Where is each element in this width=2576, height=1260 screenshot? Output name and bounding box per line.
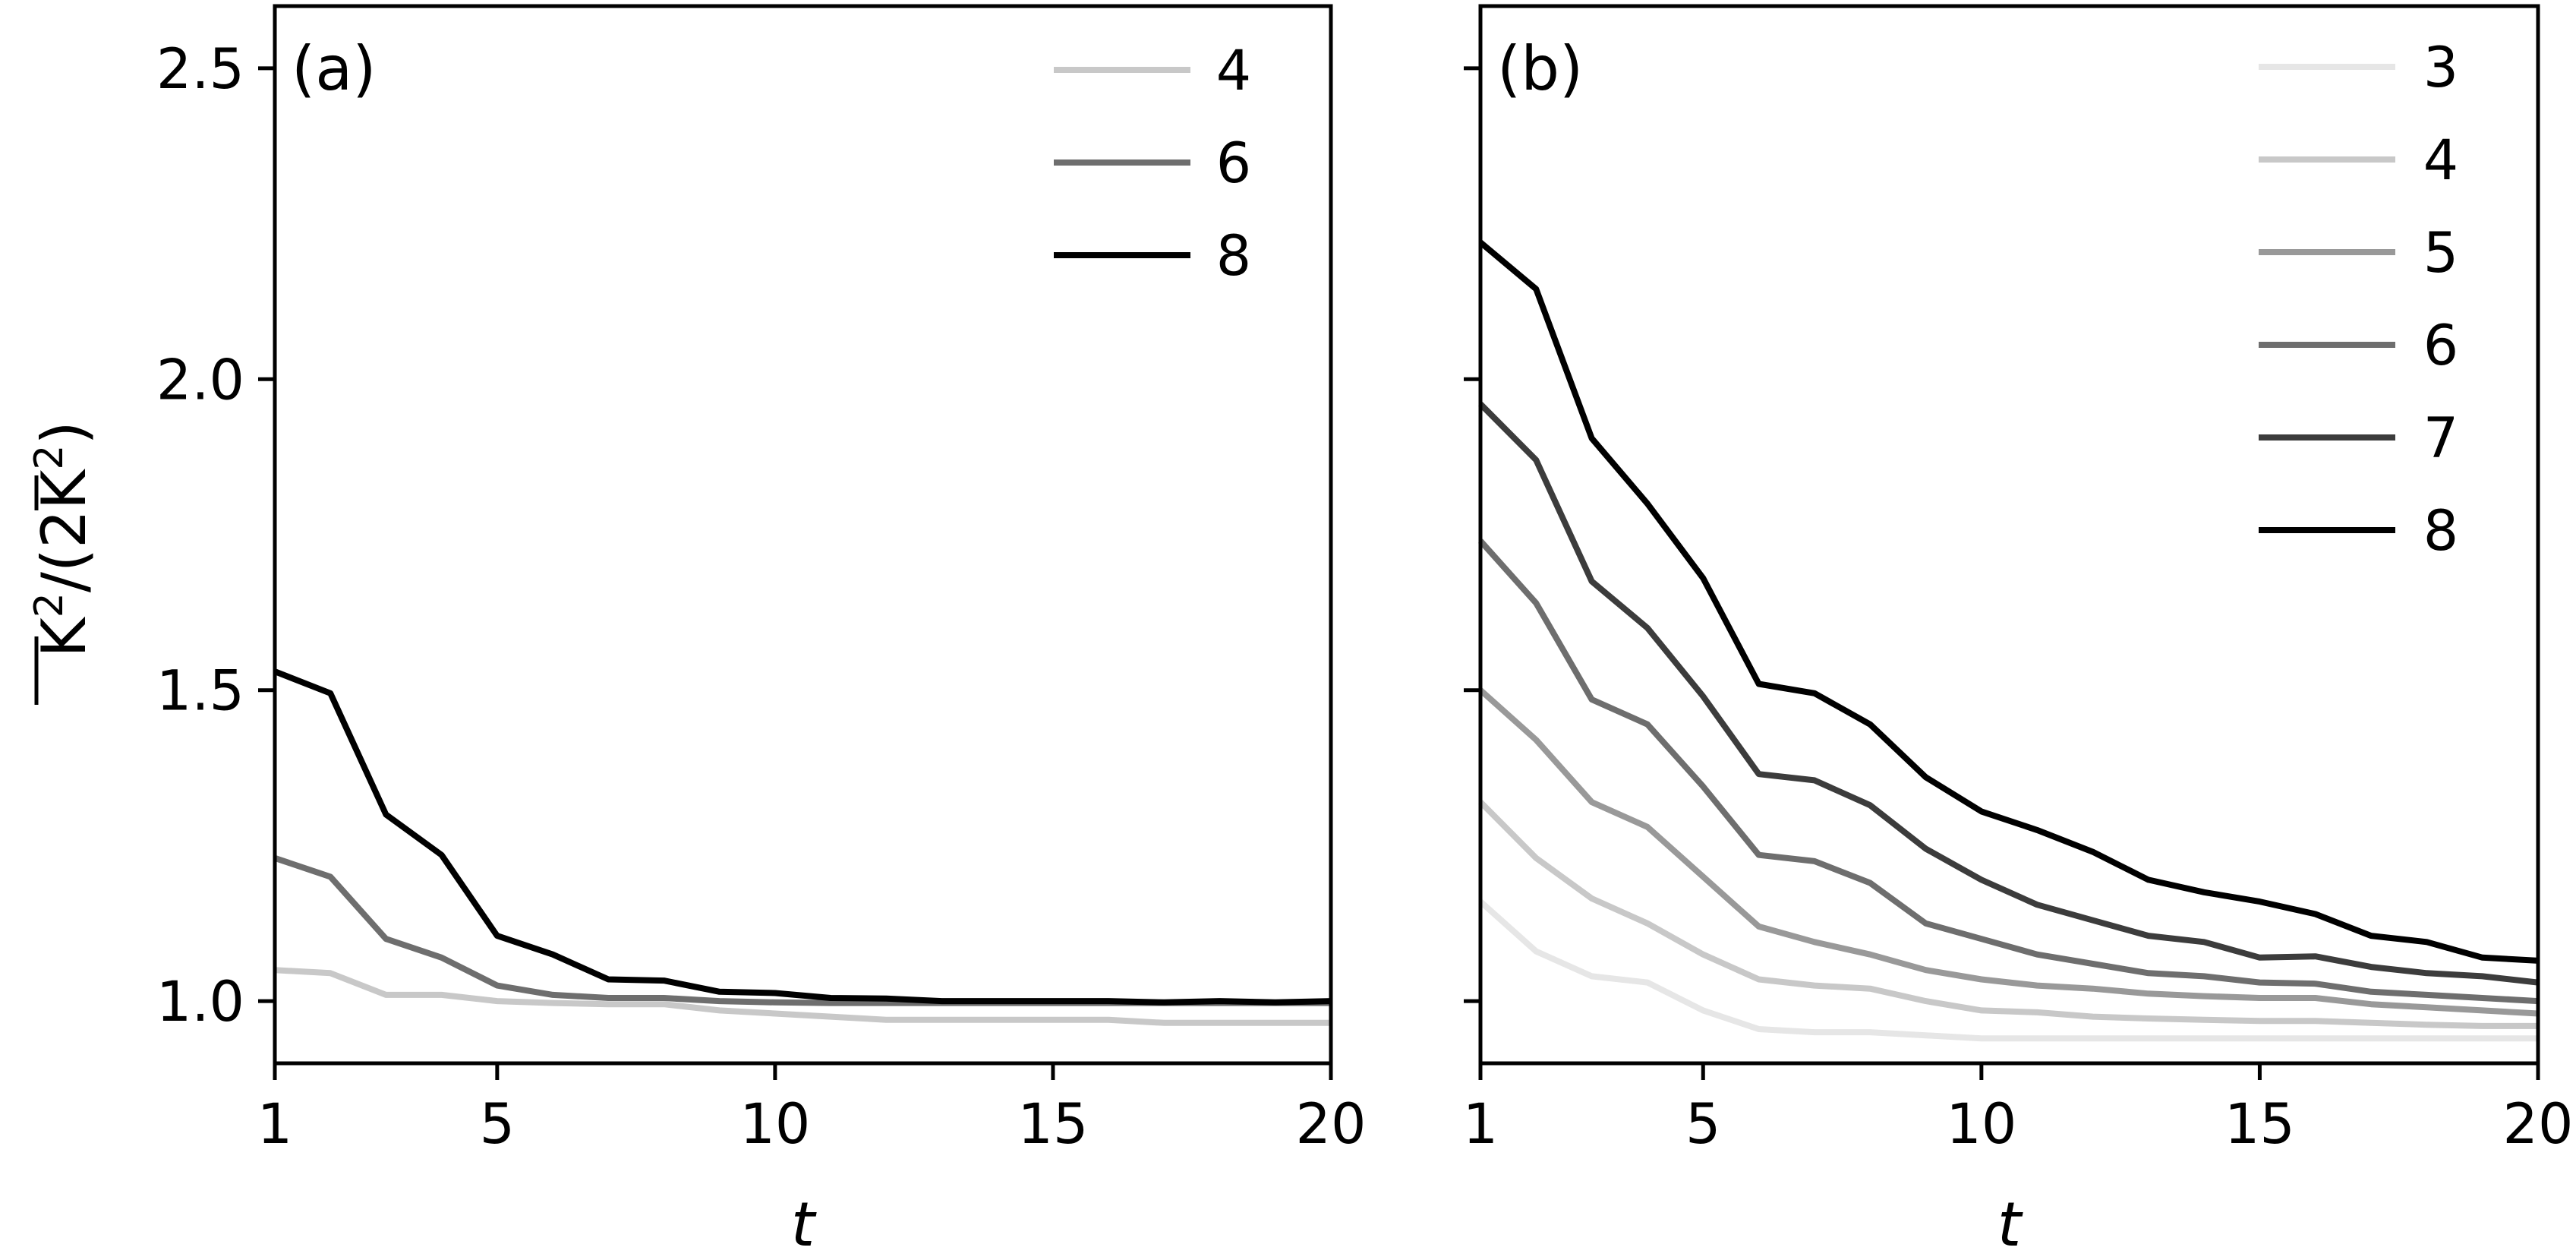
series-line-7	[1478, 402, 2539, 986]
x-axis-label: t	[791, 1189, 817, 1260]
x-tick-label: 10	[739, 1092, 810, 1157]
y-axis-label: K2/(2K2)	[27, 421, 99, 705]
x-tick-label: 20	[2503, 1092, 2574, 1157]
series-line-8	[1478, 240, 2539, 964]
y-axis-label-text: K2/(2K2)	[27, 421, 99, 657]
axes-frame	[1478, 4, 2540, 1066]
x-tick-label: 10	[1946, 1092, 2016, 1157]
legend: 4 6 8	[1054, 39, 1251, 289]
x-tick-label: 5	[1685, 1092, 1720, 1157]
x-tick-label: 5	[480, 1092, 515, 1157]
series-line-3	[1478, 899, 2538, 1042]
series-line-4	[1478, 800, 2538, 1029]
panel-label: (b)	[1497, 33, 1583, 104]
legend-label-4: 4	[1216, 39, 1251, 103]
y-tick-label: 1.5	[156, 659, 244, 724]
y-label-open: /(2	[29, 510, 99, 592]
legend-label-3: 3	[2423, 36, 2458, 100]
legend-label-6: 6	[1216, 131, 1251, 196]
y-label-K1: K	[29, 616, 99, 658]
legend: 3 4 5 6 7 8	[2259, 36, 2458, 564]
panel-label: (a)	[292, 33, 376, 104]
x-tick-label: 1	[1463, 1092, 1498, 1157]
y-tick-label: 2.5	[156, 37, 244, 102]
legend-label-7: 7	[2423, 406, 2458, 471]
y-label-sup2: 2	[27, 445, 72, 470]
legend-label-5: 5	[2423, 221, 2458, 286]
x-axis-label: t	[1997, 1189, 2023, 1260]
panel-a: 1 5 10 15 201.01.52.02.5t(a) 468	[156, 4, 1367, 1260]
legend-label-8: 8	[2423, 499, 2458, 564]
legend-label-8: 8	[1216, 224, 1251, 289]
y-tick-label: 1.0	[156, 970, 244, 1034]
y-label-K2: K	[29, 468, 99, 510]
series-line-8	[273, 668, 1332, 1006]
axes-frame	[273, 4, 1333, 1066]
x-tick-label: 15	[1018, 1092, 1089, 1157]
series-line-4	[274, 967, 1331, 1026]
x-tick-label: 1	[257, 1092, 292, 1157]
y-label-sup1: 2	[27, 592, 72, 617]
series-line-6	[1478, 538, 2539, 1005]
y-label-close: )	[29, 421, 99, 444]
y-tick-label: 2.0	[156, 348, 244, 412]
legend-label-4: 4	[2423, 128, 2458, 193]
x-tick-label: 20	[1296, 1092, 1367, 1157]
legend-label-6: 6	[2423, 314, 2458, 378]
x-tick-label: 15	[2224, 1092, 2295, 1157]
series-line-5	[1478, 687, 2539, 1017]
